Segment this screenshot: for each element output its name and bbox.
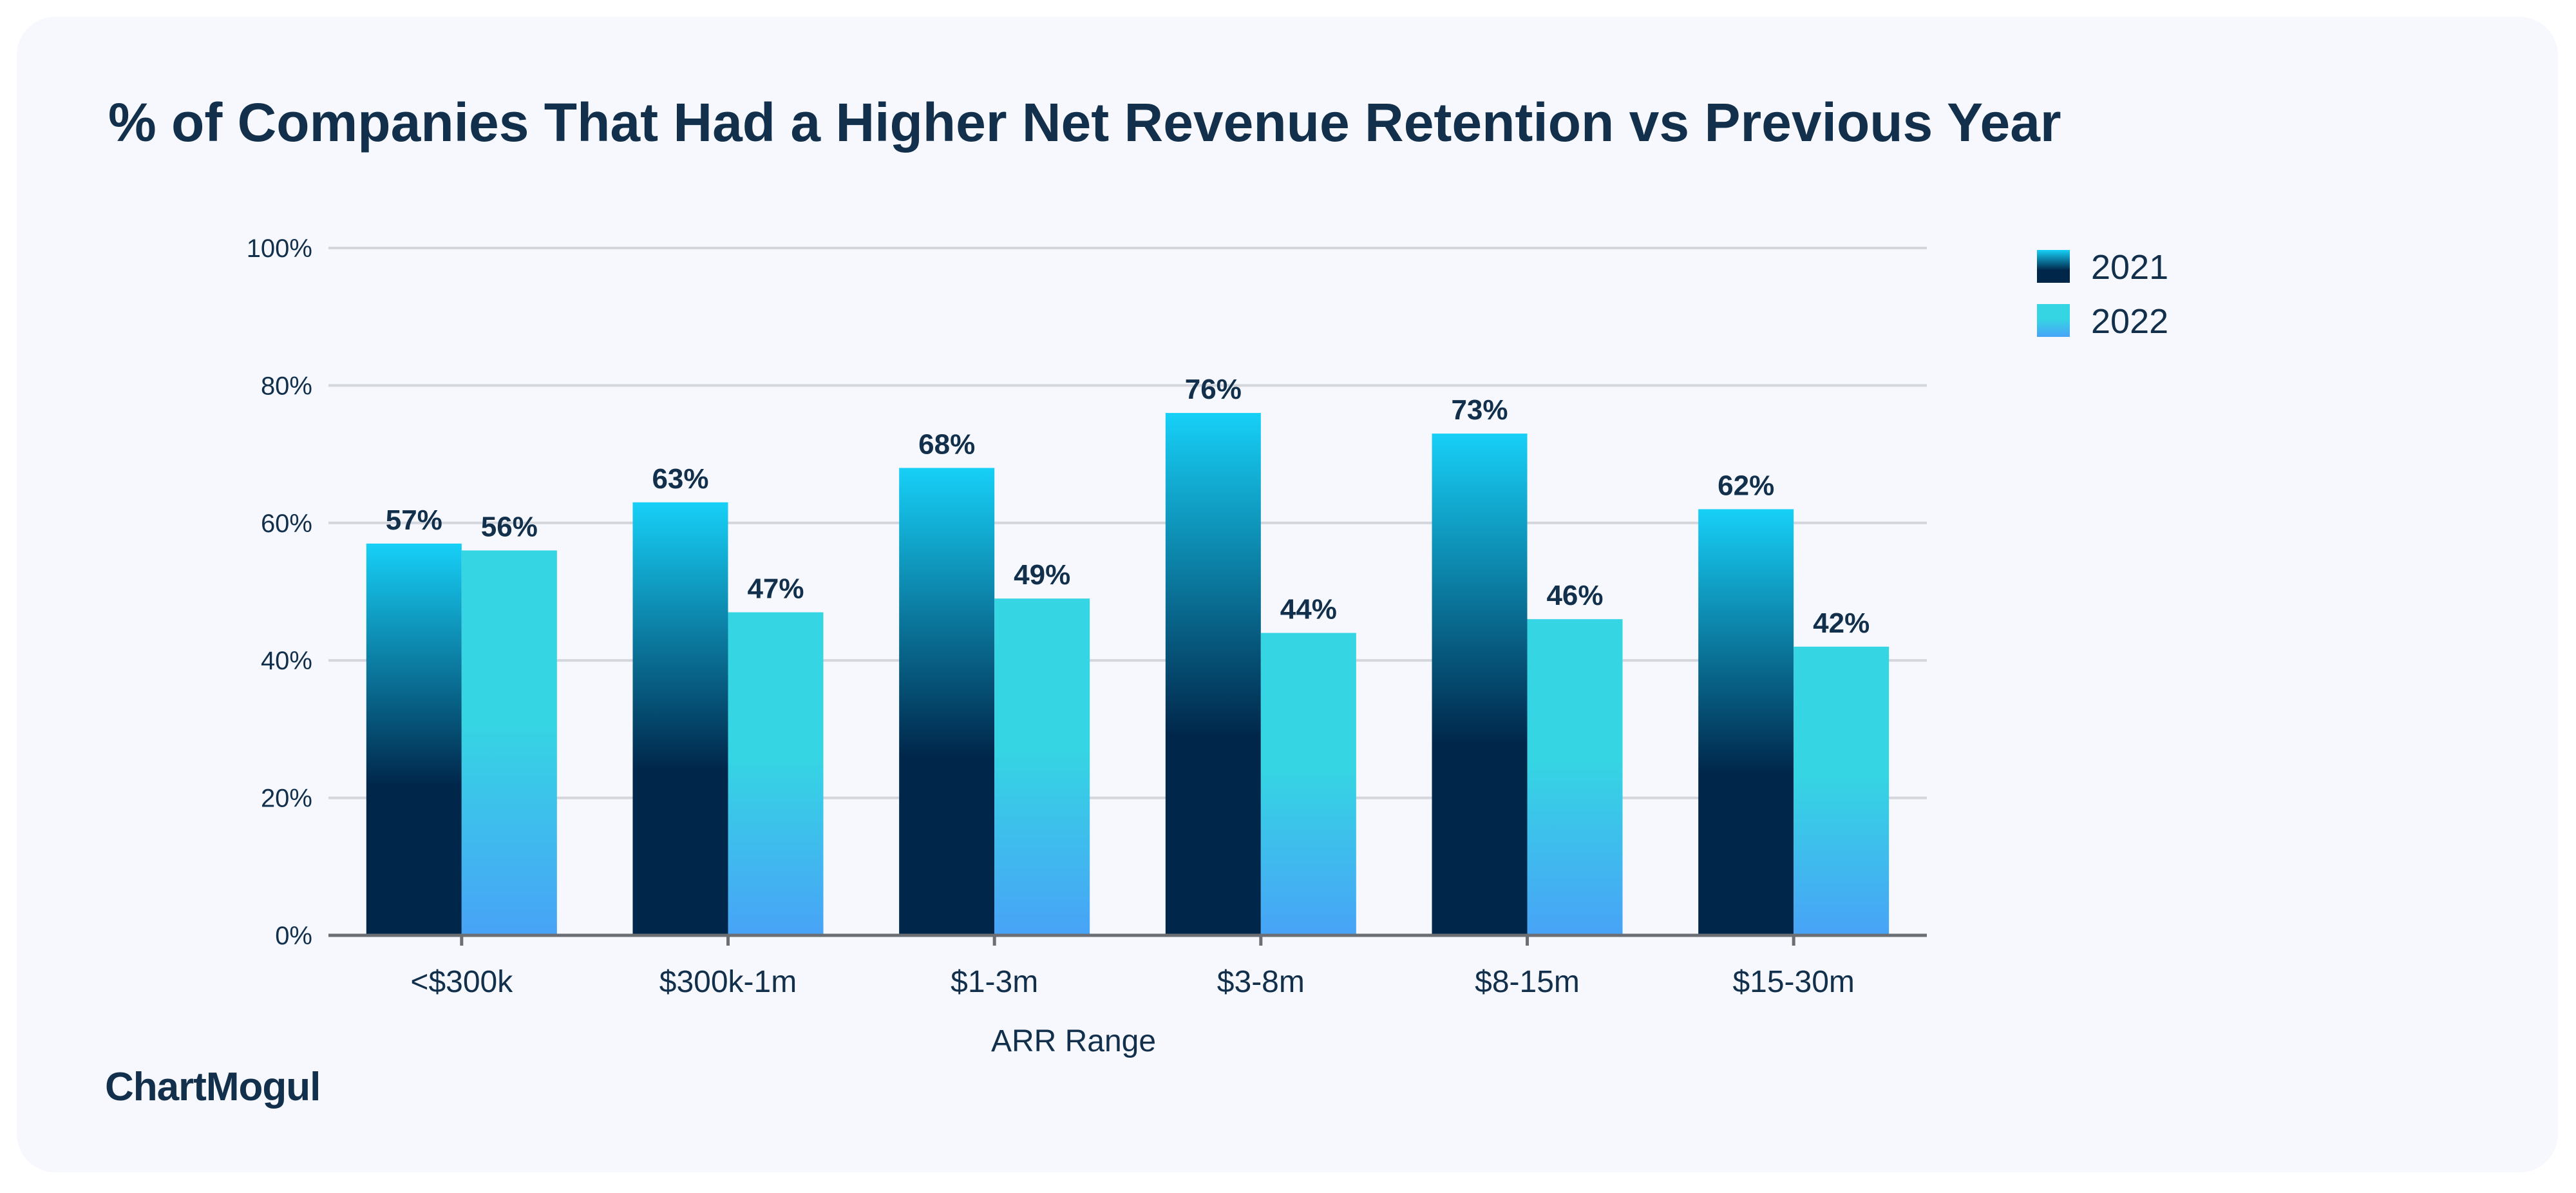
bar-2021 [366,543,462,935]
gridlines [328,247,1927,799]
chart-title: % of Companies That Had a Higher Net Rev… [108,92,2061,153]
data-label-2022: 42% [1813,607,1870,639]
legend-label-2021: 2021 [2091,248,2168,287]
bar-2022 [1794,646,1889,935]
data-label-2022: 46% [1546,580,1603,611]
legend: 2021 2022 [2037,248,2168,341]
data-label-2022: 49% [1014,559,1070,591]
data-label-2022: 44% [1280,594,1337,625]
axes: 0% 20% 40% 60% 80% 100% <$300k $300k-1m $1-3m $3-… [247,234,1927,999]
bar-2022 [994,598,1090,935]
data-label-2021: 68% [918,428,975,460]
bar-2021 [1432,434,1528,935]
bar-2021 [1165,413,1261,935]
bar-2022 [1260,633,1356,935]
legend-swatch-2021 [2037,250,2070,283]
data-label-2021: 62% [1718,470,1774,501]
data-label-2021: 63% [652,463,708,495]
x-tick-label: $15-30m [1732,965,1854,999]
y-tick-label: 60% [261,510,312,538]
x-tick-label: $8-15m [1475,965,1580,999]
y-tick-label: 100% [247,234,312,263]
x-tick-label: $1-3m [951,965,1038,999]
bar-2022 [461,550,557,935]
data-label-2022: 47% [747,573,804,605]
y-tick-label: 40% [261,647,312,675]
legend-label-2022: 2022 [2091,302,2168,341]
x-tick-label: <$300k [410,965,513,999]
data-label-2021: 57% [386,504,442,536]
y-tick-label: 80% [261,372,312,400]
bar-2021 [1698,509,1794,935]
x-axis-title: ARR Range [991,1024,1156,1058]
chartmogul-logo: ChartMogul [105,1065,321,1109]
bar-2022 [728,612,824,935]
y-tick-label: 20% [261,785,312,813]
bars [366,413,1889,935]
data-label-2022: 56% [481,511,538,542]
data-labels: 57% 56% 63% 47% 68% 49% 76% 44% 73% 46% 62% 42% [386,374,1870,639]
x-tick-label: $3-8m [1217,965,1305,999]
bar-2021 [632,502,728,935]
x-tick-label: $300k-1m [659,965,797,999]
bar-2022 [1527,619,1623,935]
data-label-2021: 76% [1185,374,1242,405]
legend-swatch-2022 [2037,304,2070,337]
bar-2021 [899,468,995,935]
y-tick-label: 0% [275,922,312,950]
data-label-2021: 73% [1451,394,1508,426]
